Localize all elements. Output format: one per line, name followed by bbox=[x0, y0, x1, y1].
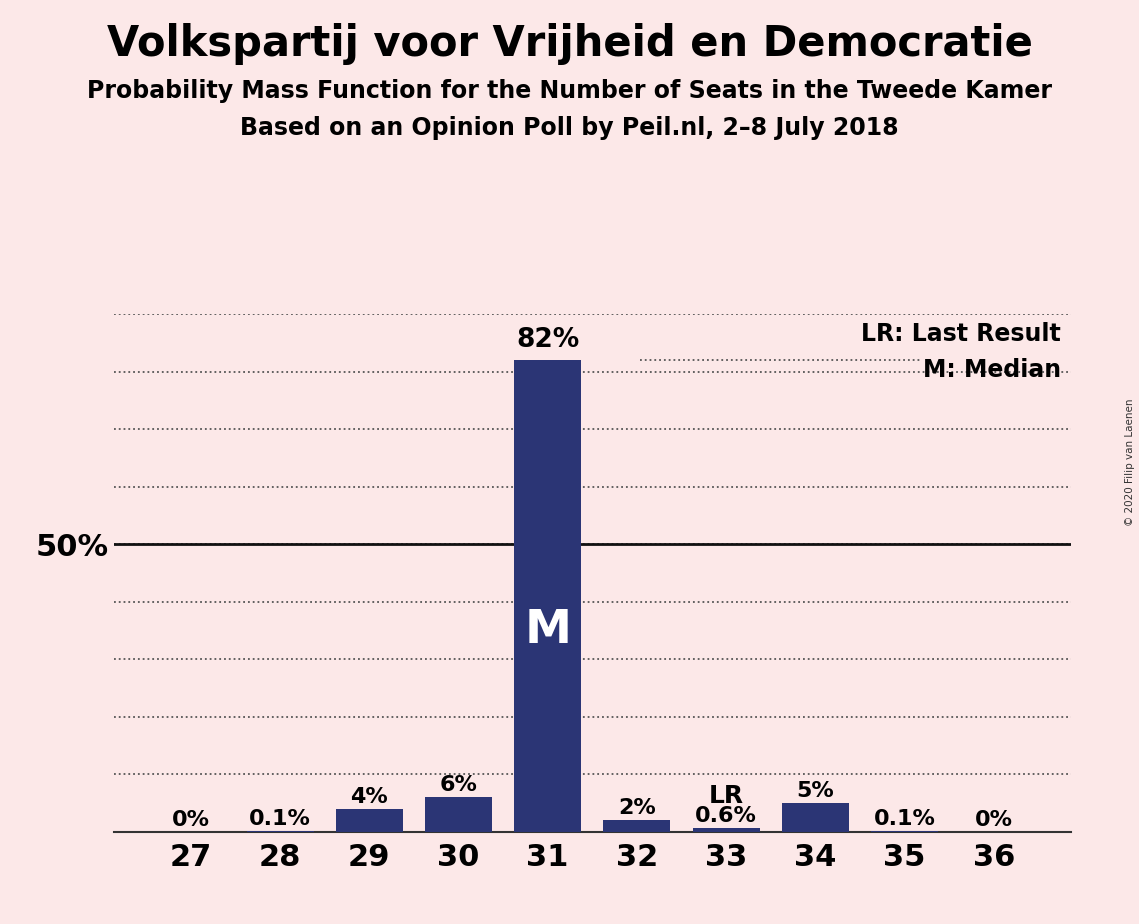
Text: 82%: 82% bbox=[516, 327, 580, 353]
Bar bbox=[781, 803, 849, 832]
Text: 2%: 2% bbox=[618, 798, 656, 819]
Text: LR: Last Result: LR: Last Result bbox=[861, 322, 1062, 346]
Text: 6%: 6% bbox=[440, 775, 477, 796]
Text: Based on an Opinion Poll by Peil.nl, 2–8 July 2018: Based on an Opinion Poll by Peil.nl, 2–8… bbox=[240, 116, 899, 140]
Bar bbox=[425, 797, 492, 832]
Bar bbox=[514, 360, 581, 832]
Text: Volkspartij voor Vrijheid en Democratie: Volkspartij voor Vrijheid en Democratie bbox=[107, 23, 1032, 65]
Text: M: Median: M: Median bbox=[923, 359, 1062, 383]
Bar bbox=[604, 821, 671, 832]
Text: © 2020 Filip van Laenen: © 2020 Filip van Laenen bbox=[1125, 398, 1134, 526]
Text: 0.1%: 0.1% bbox=[874, 809, 935, 830]
Text: M: M bbox=[524, 608, 571, 653]
Bar bbox=[693, 828, 760, 832]
Text: Probability Mass Function for the Number of Seats in the Tweede Kamer: Probability Mass Function for the Number… bbox=[87, 79, 1052, 103]
Text: 0.1%: 0.1% bbox=[249, 809, 311, 830]
Text: 0.6%: 0.6% bbox=[695, 807, 757, 826]
Bar bbox=[336, 808, 403, 832]
Text: 0%: 0% bbox=[172, 809, 210, 830]
Text: 4%: 4% bbox=[351, 787, 388, 807]
Text: 5%: 5% bbox=[796, 781, 834, 801]
Text: LR: LR bbox=[708, 784, 744, 808]
Text: 0%: 0% bbox=[975, 809, 1013, 830]
